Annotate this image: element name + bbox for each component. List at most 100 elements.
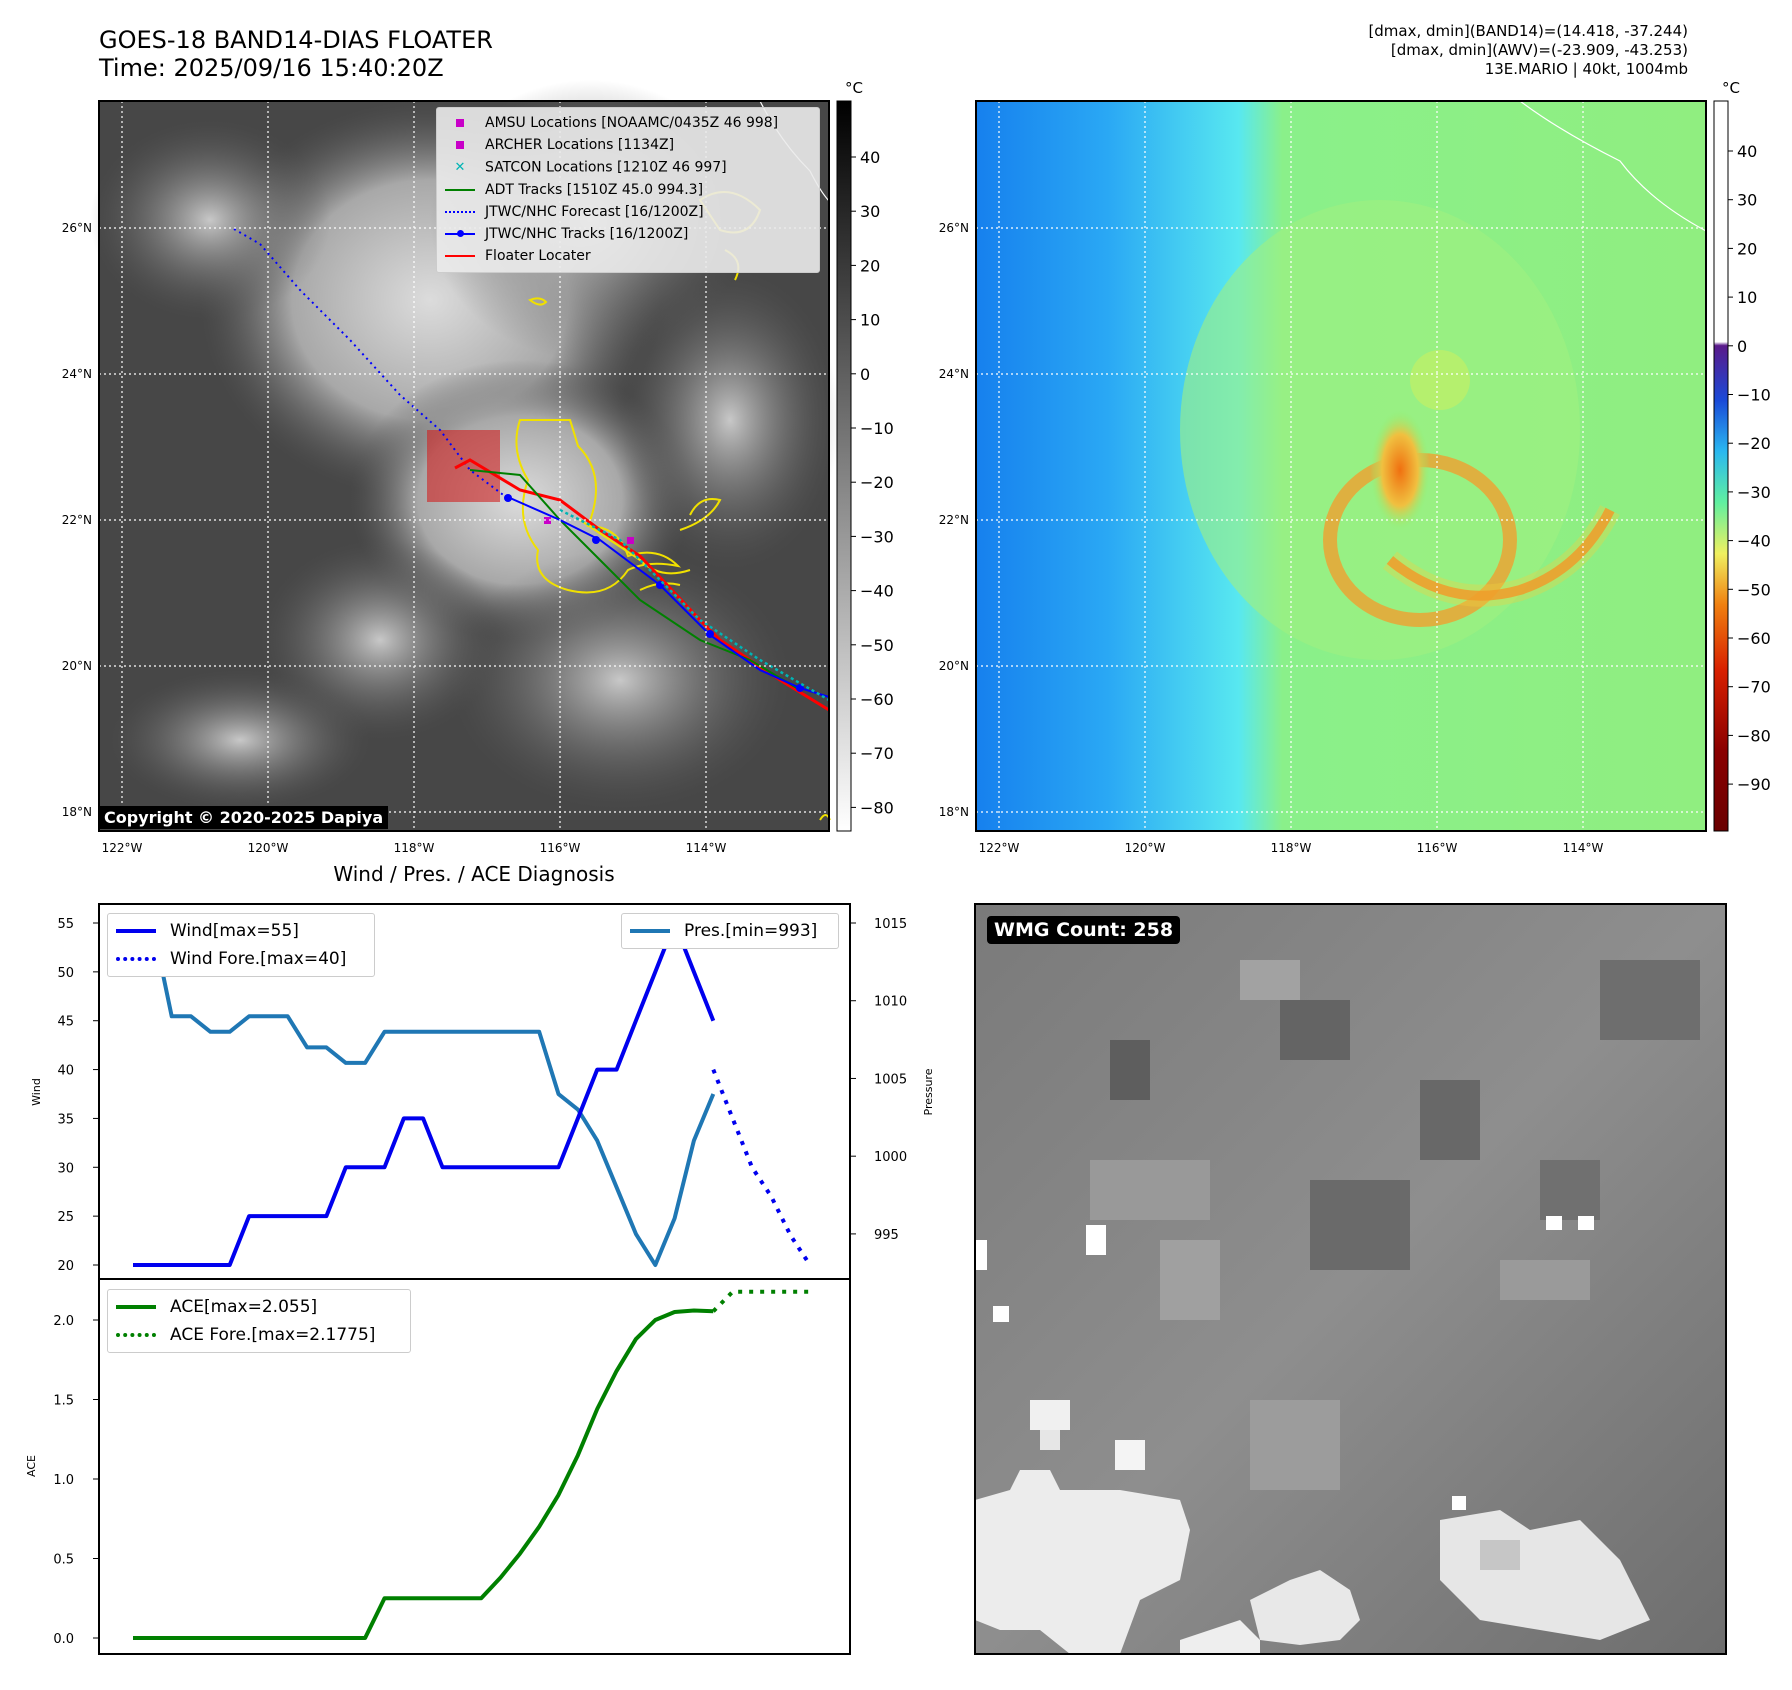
wind-line	[133, 921, 716, 1267]
stats-block: [dmax, dmin](BAND14)=(14.418, -37.244) […	[1368, 22, 1688, 79]
lat-tick-label: 22°N	[62, 513, 92, 527]
lon-tick-label: 122°W	[102, 841, 143, 855]
copyright-label: Copyright © 2020-2025 Dapiya	[99, 806, 389, 829]
lon-tick-label: 120°W	[1125, 841, 1166, 855]
lat-tick-label: 18°N	[939, 805, 969, 819]
map-legend: AMSU Locations [NOAAMC/0435Z 46 998] ARCH…	[436, 107, 820, 273]
diagnosis-ticks: 55 50 45 40 35 30 25 20 1015 1010 1005 1000 995 2.0 1.…	[53, 917, 907, 1647]
ace-legend: ACE[max=2.055] ACE Fore.[max=2.1775]	[107, 1289, 411, 1353]
legend-symbol	[443, 179, 477, 201]
ace-tick-label: 0.0	[53, 1632, 74, 1647]
satcon-track	[559, 508, 830, 702]
ir-colorbar-ticks: 40 30 20 10 0 −10 −20 −30 −40 −50 −60 −70 −80	[851, 148, 894, 817]
legend-label: JTWC/NHC Tracks [16/1200Z]	[485, 226, 689, 242]
wind-forecast-line	[711, 1068, 812, 1267]
pressure-line	[133, 921, 716, 1267]
wv-colorbar-tick-label: −70	[1737, 678, 1771, 697]
lon-tick-label: 118°W	[1271, 841, 1312, 855]
map-lat-labels: 26°N 26°N 24°N 24°N 22°N 22°N 20°N 20°N 18°N 18°N	[62, 221, 969, 819]
pressure-legend-item: Pres.[min=993]	[630, 917, 830, 945]
ace-fore-legend-item: ACE Fore.[max=2.1775]	[116, 1321, 402, 1349]
stats-line-2: [dmax, dmin](AWV)=(-23.909, -43.253)	[1390, 41, 1688, 59]
ir-colorbar-tick-label: 30	[860, 202, 880, 221]
legend-label: ARCHER Locations [1134Z]	[485, 137, 675, 153]
legend-symbol	[443, 223, 477, 245]
lon-tick-label: 114°W	[1563, 841, 1604, 855]
map-legend-item: AMSU Locations [NOAAMC/0435Z 46 998]	[443, 112, 813, 134]
ace-forecast-line	[711, 1289, 810, 1313]
wv-colorbar-tick-label: −60	[1737, 629, 1771, 648]
lon-tick-label: 118°W	[394, 841, 435, 855]
legend-label: ADT Tracks [1510Z 45.0 994.3]	[485, 182, 704, 198]
map-legend-item: JTWC/NHC Tracks [16/1200Z]	[443, 223, 813, 245]
ace-fore-legend-label: ACE Fore.[max=2.1775]	[170, 1325, 376, 1345]
wind-legend-item: Wind[max=55]	[116, 917, 366, 945]
lat-tick-label: 22°N	[939, 513, 969, 527]
wind-tick-label: 40	[57, 1064, 74, 1079]
wv-colorbar-ticks: 40 30 20 10 0 −10 −20 −30 −40 −50 −60 −70 −80 −90	[1728, 142, 1771, 794]
wv-colorbar-unit: °C	[1722, 79, 1740, 97]
pressure-tick-label: 1015	[874, 917, 907, 932]
wind-tick-label: 30	[57, 1161, 74, 1176]
ir-colorbar-tick-label: −20	[860, 473, 894, 492]
map-legend-item: Floater Locater	[443, 245, 813, 267]
ir-map-gridlines	[99, 101, 829, 831]
wind-tick-label: 25	[57, 1210, 74, 1225]
legend-symbol	[443, 201, 477, 223]
lat-tick-label: 20°N	[939, 659, 969, 673]
wv-colorbar-tick-label: 0	[1737, 337, 1747, 356]
pressure-tick-label: 995	[874, 1228, 899, 1243]
map-legend-item: JTWC/NHC Forecast [16/1200Z]	[443, 201, 813, 223]
legend-label: JTWC/NHC Forecast [16/1200Z]	[485, 204, 704, 220]
pressure-tick-label: 1010	[874, 995, 907, 1010]
legend-symbol: ✕	[454, 160, 466, 175]
ace-axis-label: ACE	[25, 1455, 38, 1477]
wmg-count-label: WMG Count: 258	[987, 916, 1181, 944]
ace-tick-label: 1.5	[53, 1394, 74, 1409]
jtwc-nhc-track-points	[504, 494, 804, 692]
legend-symbol	[443, 112, 477, 134]
wind-tick-label: 55	[57, 917, 74, 932]
wv-colorbar-tick-label: −10	[1737, 386, 1771, 405]
lon-tick-label: 122°W	[979, 841, 1020, 855]
wv-colorbar-tick-label: −80	[1737, 726, 1771, 745]
ir-colorbar-unit: °C	[845, 79, 863, 97]
ir-colorbar-tick-label: 10	[860, 311, 880, 330]
wv-colorbar-tick-label: −20	[1737, 434, 1771, 453]
wv-coastline	[1519, 100, 1707, 232]
pressure-legend-label: Pres.[min=993]	[684, 921, 818, 941]
ir-colorbar-tick-label: 40	[860, 148, 880, 167]
legend-symbol	[443, 245, 477, 267]
floater-box	[427, 430, 500, 502]
map-lon-labels: 122°W 122°W 120°W 120°W 118°W 118°W 116°W 116°W…	[102, 841, 1604, 855]
wind-legend: Wind[max=55] Wind Fore.[max=40]	[107, 913, 375, 977]
ir-colorbar-tick-label: −30	[860, 527, 894, 546]
ace-tick-label: 1.0	[53, 1473, 74, 1488]
wind-tick-label: 50	[57, 966, 74, 981]
wind-tick-label: 35	[57, 1112, 74, 1127]
ace-tick-label: 2.0	[53, 1314, 74, 1329]
wv-map-gridlines	[976, 101, 1706, 831]
ir-colorbar-tick-label: −50	[860, 636, 894, 655]
ace-tick-label: 0.5	[53, 1553, 74, 1568]
wmg-pixels	[975, 960, 1700, 1654]
amsu-marker	[544, 517, 551, 524]
ir-colorbar-tick-label: −60	[860, 690, 894, 709]
ace-chart	[133, 1289, 810, 1640]
lon-tick-label: 116°W	[540, 841, 581, 855]
wv-colorbar-tick-label: 40	[1737, 142, 1757, 161]
wv-colorbar-tick-label: −90	[1737, 775, 1771, 794]
wv-colorbar-tick-label: 30	[1737, 191, 1757, 210]
ir-colorbar-tick-label: 0	[860, 365, 870, 384]
wind-tick-label: 45	[57, 1015, 74, 1030]
wind-fore-legend-label: Wind Fore.[max=40]	[170, 949, 347, 969]
ace-line	[133, 1308, 714, 1640]
jtwc-nhc-track	[509, 497, 830, 698]
wv-colorbar-tick-label: 10	[1737, 288, 1757, 307]
wv-colorbar-tick-label: −40	[1737, 532, 1771, 551]
legend-symbol	[443, 134, 477, 156]
legend-label: SATCON Locations [1210Z 46 997]	[485, 159, 727, 176]
lat-tick-label: 18°N	[62, 805, 92, 819]
ace-legend-item: ACE[max=2.055]	[116, 1293, 402, 1321]
ir-colorbar-tick-label: −70	[860, 744, 894, 763]
